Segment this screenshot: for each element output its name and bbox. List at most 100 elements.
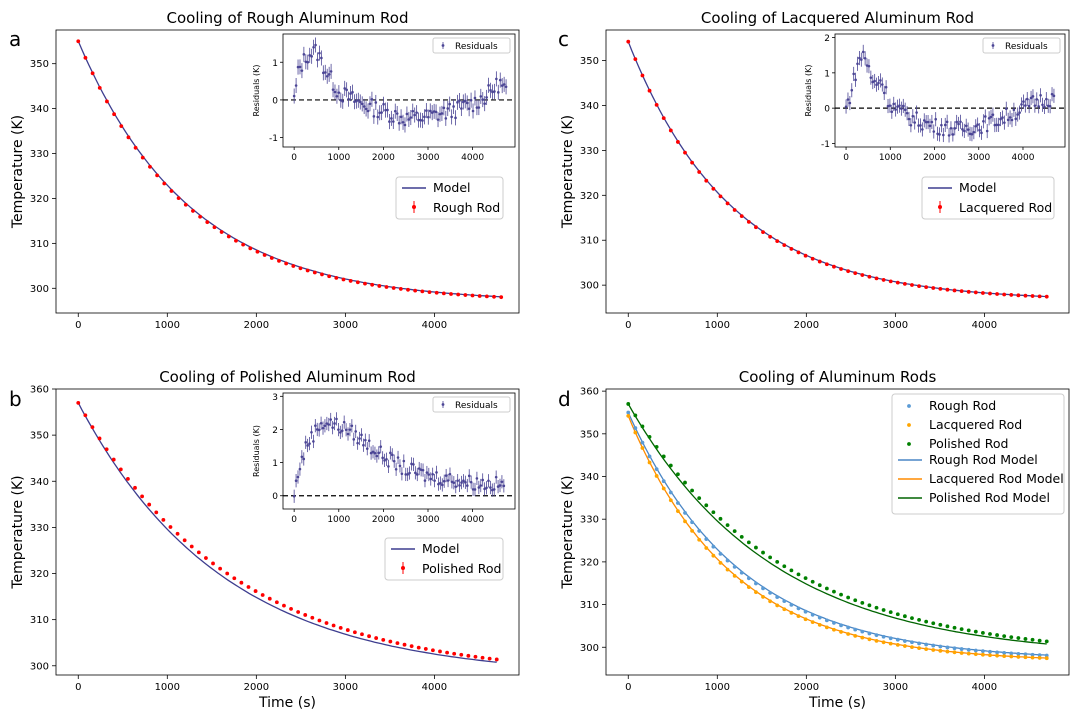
data-point (832, 264, 836, 269)
data-point (363, 281, 367, 286)
residual-point (463, 99, 467, 103)
residual-point (300, 455, 304, 459)
data-point (452, 651, 457, 656)
data-point (225, 571, 230, 576)
data-point (1044, 656, 1049, 661)
residual-point (1012, 108, 1016, 112)
residual-point (448, 472, 452, 476)
data-point (668, 498, 673, 503)
residual-point (414, 471, 417, 475)
data-point (494, 657, 499, 662)
residual-point (350, 424, 354, 428)
residual-point (385, 457, 388, 461)
data-point (995, 292, 999, 296)
x-tick-label: 0 (75, 320, 81, 331)
residual-point (383, 459, 386, 462)
y-tick-label: 0 (272, 492, 278, 502)
residual-point (364, 438, 367, 442)
data-point (782, 607, 787, 612)
data-point (902, 639, 907, 643)
data-point (676, 501, 680, 505)
data-point (768, 234, 773, 239)
y-tick-label: 330 (580, 146, 599, 157)
data-point (398, 287, 403, 291)
data-point (739, 579, 744, 584)
y-tick-label: 360 (580, 387, 599, 398)
data-point (754, 225, 758, 230)
data-point (824, 618, 829, 623)
residual-point (333, 422, 336, 425)
residual-point (1048, 104, 1052, 108)
data-point (76, 39, 81, 44)
data-point (97, 85, 102, 90)
data-point (846, 625, 851, 630)
data-point (1023, 293, 1028, 298)
data-point (219, 230, 224, 234)
data-point (981, 291, 985, 295)
residual-point (323, 71, 327, 74)
data-point (824, 625, 829, 630)
residual-point (964, 124, 968, 128)
residual-point (346, 432, 350, 436)
residual-point (1006, 118, 1010, 122)
x-tick-label: 4000 (972, 320, 997, 331)
data-point (140, 155, 145, 160)
data-point (1002, 292, 1007, 297)
data-point (626, 410, 631, 415)
inset-legend-marker (991, 44, 995, 47)
residual-point (502, 484, 506, 488)
residual-point (409, 116, 413, 119)
data-point (118, 467, 123, 472)
data-point (232, 576, 237, 581)
data-point (255, 249, 260, 254)
residual-point (394, 467, 398, 471)
data-point (212, 225, 217, 230)
data-point (198, 214, 203, 219)
residual-point (368, 102, 372, 106)
residual-point (957, 122, 960, 126)
residual-point (444, 474, 448, 477)
data-point (1044, 653, 1049, 658)
residual-point (938, 133, 941, 136)
data-point (761, 230, 765, 235)
residual-point (292, 494, 296, 498)
residual-point (869, 76, 873, 79)
residual-point (339, 98, 343, 102)
residual-point (496, 91, 500, 94)
residual-point (308, 442, 311, 445)
data-point (846, 632, 851, 636)
residual-point (456, 479, 459, 482)
data-point (704, 546, 709, 550)
data-point (661, 116, 666, 121)
data-point (846, 595, 851, 600)
residual-point (367, 439, 371, 443)
residual-point (989, 115, 993, 119)
data-point (626, 39, 631, 44)
inset-legend-marker (441, 403, 445, 406)
y-tick-label: 350 (30, 59, 49, 70)
data-point (867, 637, 872, 642)
data-point (654, 467, 659, 472)
x-tick-label: 0 (75, 682, 81, 693)
residual-point (370, 98, 374, 101)
inset-legend-box (432, 396, 511, 413)
residual-point (428, 109, 432, 113)
residual-point (327, 73, 331, 76)
residual-point (292, 94, 296, 98)
residual-point (863, 56, 867, 60)
data-point (175, 531, 180, 536)
data-point (952, 625, 957, 630)
data-point (1044, 639, 1049, 644)
residual-point (322, 71, 325, 75)
data-point (952, 288, 957, 293)
data-point (668, 463, 673, 468)
residual-point (395, 112, 399, 115)
y-tick-label: 300 (580, 281, 599, 292)
data-point (895, 642, 900, 647)
data-point (725, 558, 730, 563)
data-point (817, 615, 822, 620)
residual-point (500, 480, 504, 484)
residual-point (462, 479, 465, 482)
residual-point (955, 120, 958, 124)
residual-point (341, 100, 345, 103)
